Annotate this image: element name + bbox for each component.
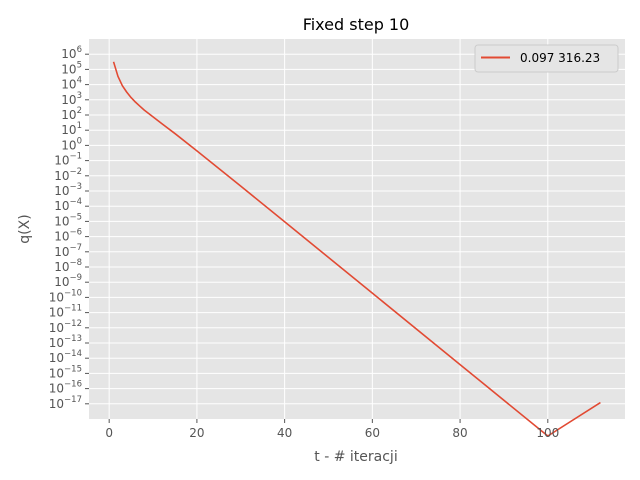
y-tick-label: 10−9 (54, 273, 82, 289)
y-tick-label: 10−6 (54, 228, 82, 244)
grid (89, 39, 625, 419)
y-tick-label: 10−8 (54, 258, 82, 274)
y-tick-label: 104 (61, 76, 82, 92)
y-tick-label: 10−15 (49, 364, 82, 380)
y-tick-label: 101 (61, 121, 82, 137)
y-tick-label: 106 (61, 45, 82, 61)
y-tick-label: 10−16 (49, 380, 82, 396)
y-tick-label: 10−12 (49, 319, 82, 335)
x-tick-label: 40 (277, 426, 292, 440)
x-axis-label: t - # iteracji (314, 449, 397, 465)
legend-label: 0.097 316.23 (520, 51, 600, 65)
y-tick-label: 10−4 (54, 197, 82, 213)
y-tick-label: 10−7 (54, 243, 82, 259)
y-tick-label: 10−3 (54, 182, 82, 198)
chart-title: Fixed step 10 (303, 15, 410, 34)
y-tick-label: 10−14 (49, 349, 82, 365)
series-line (112, 61, 601, 437)
legend-box (474, 44, 619, 73)
y-tick-label: 105 (61, 60, 82, 76)
y-tick-label: 10−13 (49, 334, 82, 350)
x-tick-label: 0 (105, 426, 113, 440)
y-tick-label: 102 (61, 106, 82, 122)
y-tick-label: 10−17 (49, 395, 82, 411)
y-tick-label: 10−2 (54, 167, 82, 183)
y-tick-label: 10−5 (54, 212, 82, 228)
y-axis-label: q(X) (17, 214, 33, 243)
y-tick-label: 103 (61, 91, 82, 107)
plot-area (89, 39, 625, 419)
x-axis: 0 20 40 60 80 100 (105, 419, 559, 440)
x-tick-label: 80 (452, 426, 467, 440)
y-tick-label: 10−11 (49, 304, 82, 320)
y-axis: 10610510410310210110010−110−210−310−410−… (49, 45, 89, 411)
x-tick-label: 100 (536, 426, 559, 440)
y-tick-label: 10−10 (49, 288, 82, 304)
x-tick-label: 20 (189, 426, 204, 440)
series-layer (112, 61, 601, 437)
y-tick-label: 10−1 (54, 152, 82, 168)
x-tick-label: 60 (365, 426, 380, 440)
y-tick-label: 100 (61, 136, 82, 152)
legend: 0.097 316.23 (474, 44, 619, 73)
